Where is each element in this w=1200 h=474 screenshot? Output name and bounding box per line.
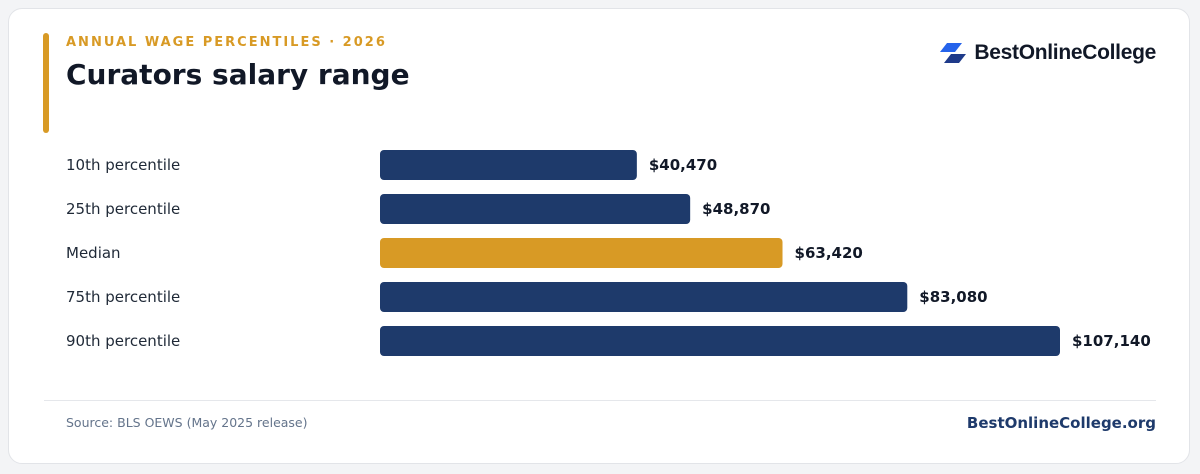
brand-logo[interactable]: BestOnlineCollege: [940, 40, 1156, 66]
category-label: Median: [66, 244, 121, 262]
value-label: $40,470: [649, 156, 717, 174]
category-label: 90th percentile: [66, 332, 180, 350]
bar: [380, 150, 637, 180]
chart-eyebrow: ANNUAL WAGE PERCENTILES · 2026: [66, 35, 387, 50]
value-label: $63,420: [795, 244, 863, 262]
bar: [380, 326, 1060, 356]
bar: [380, 194, 691, 224]
best-online-college-logo-icon: [940, 43, 967, 63]
value-label: $48,870: [702, 200, 770, 218]
footer-divider: [44, 400, 1156, 401]
site-link[interactable]: BestOnlineCollege.org: [966, 414, 1156, 432]
source-note: Source: BLS OEWS (May 2025 release): [66, 415, 308, 430]
value-label: $83,080: [919, 288, 987, 306]
bar-median: [380, 238, 783, 268]
category-label: 25th percentile: [66, 200, 180, 218]
category-label: 75th percentile: [66, 288, 180, 306]
chart-title: Curators salary range: [66, 58, 410, 91]
brand-name: BestOnlineCollege: [974, 41, 1156, 64]
chart-card: [8, 8, 1190, 464]
bar: [380, 282, 908, 312]
category-label: 10th percentile: [66, 156, 180, 174]
accent-bar: [43, 33, 49, 133]
value-label: $107,140: [1072, 332, 1151, 350]
